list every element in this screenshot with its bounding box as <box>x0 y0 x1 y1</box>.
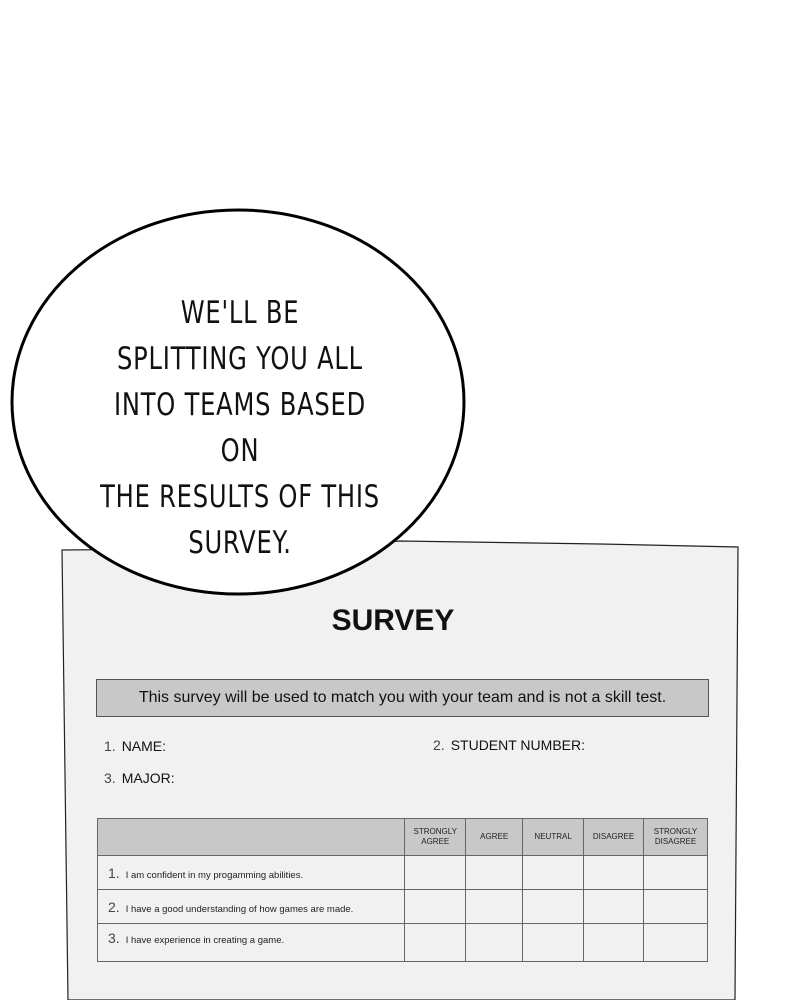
answer-cell[interactable] <box>465 889 524 924</box>
header-strongly-disagree: STRONGLY DISAGREE <box>643 818 708 856</box>
bubble-line: INTO TEAMS BASED ON <box>113 387 367 469</box>
survey-note: This survey will be used to match you wi… <box>96 679 709 717</box>
question-cell: 2. I have a good understanding of how gam… <box>96 889 406 924</box>
answer-cell[interactable] <box>522 889 585 924</box>
speech-bubble-text: WE'LL BE SPLITTING YOU ALL INTO TEAMS BA… <box>92 290 388 566</box>
field-name: 1. NAME: <box>104 738 166 754</box>
table-row: 1. I am confident in my progamming abilit… <box>96 855 708 890</box>
header-neutral: NEUTRAL <box>522 818 585 856</box>
answer-cell[interactable] <box>583 923 644 962</box>
answer-cell[interactable] <box>404 855 467 890</box>
survey-table: STRONGLY AGREE AGREE NEUTRAL DISAGREE STR… <box>96 818 708 962</box>
field-label: NAME: <box>121 738 167 754</box>
table-row: 3. I have experience in creating a game. <box>96 923 708 962</box>
answer-cell[interactable] <box>404 889 467 924</box>
header-blank <box>96 818 406 856</box>
header-agree: AGREE <box>465 818 524 856</box>
field-number: 3. <box>104 770 116 786</box>
answer-cell[interactable] <box>465 855 524 890</box>
answer-cell[interactable] <box>465 923 524 962</box>
speech-bubble <box>10 208 466 596</box>
question-cell: 3. I have experience in creating a game. <box>96 923 406 962</box>
field-label: MAJOR: <box>121 770 175 786</box>
bubble-line: THE RESULTS OF THIS <box>100 479 380 515</box>
header-strongly-agree: STRONGLY AGREE <box>404 818 467 856</box>
field-major: 3. MAJOR: <box>104 770 175 786</box>
answer-cell[interactable] <box>643 855 708 890</box>
answer-cell[interactable] <box>404 923 467 962</box>
bubble-line: WE'LL BE <box>180 295 300 331</box>
bubble-line: SPLITTING YOU ALL <box>117 341 363 377</box>
answer-cell[interactable] <box>643 923 708 962</box>
answer-cell[interactable] <box>583 889 644 924</box>
answer-cell[interactable] <box>522 923 585 962</box>
answer-cell[interactable] <box>522 855 585 890</box>
answer-cell[interactable] <box>643 889 708 924</box>
survey-title: SURVEY <box>331 604 455 637</box>
question-cell: 1. I am confident in my progamming abilit… <box>96 855 406 890</box>
table-row: 2. I have a good understanding of how gam… <box>96 889 708 924</box>
field-label: STUDENT NUMBER: <box>450 737 585 753</box>
field-number: 1. <box>104 738 116 754</box>
answer-cell[interactable] <box>583 855 644 890</box>
field-number: 2. <box>433 737 445 753</box>
bubble-line: SURVEY. <box>188 525 292 561</box>
field-student-number: 2. STUDENT NUMBER: <box>433 737 585 753</box>
table-header-row: STRONGLY AGREE AGREE NEUTRAL DISAGREE STR… <box>96 818 708 856</box>
header-disagree: DISAGREE <box>583 818 644 856</box>
